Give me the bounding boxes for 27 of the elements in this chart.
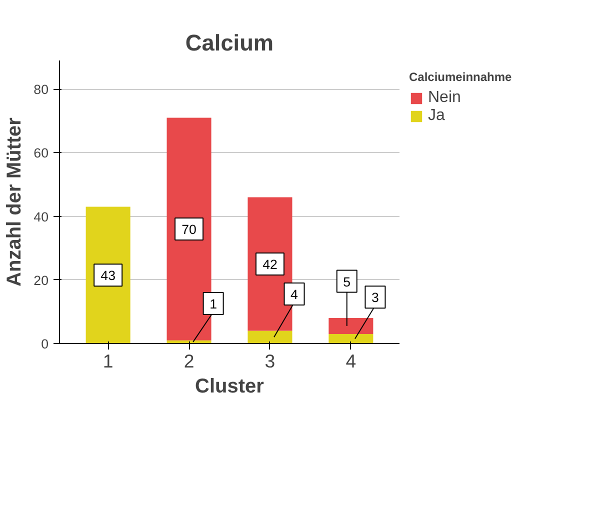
y-tick-label: 40: [34, 209, 49, 224]
data-label: 3: [372, 290, 379, 306]
x-tick-label: 1: [102, 350, 114, 372]
y-tick-label: 80: [34, 82, 49, 98]
chart-title: Calcium: [185, 30, 274, 56]
data-label: 5: [343, 274, 351, 290]
y-tick-label: 20: [34, 272, 49, 288]
bar: [86, 206, 130, 344]
x-tick-label: 2: [184, 350, 194, 372]
bar: [328, 318, 374, 334]
data-label: 4: [290, 286, 299, 302]
bar: [328, 334, 374, 344]
data-label: 43: [100, 268, 116, 284]
bar: [166, 118, 212, 340]
legend-title: Calciumeinnahme: [409, 70, 512, 84]
legend-label: Nein: [428, 89, 461, 107]
bar: [248, 330, 292, 344]
data-label: 70: [182, 222, 196, 238]
y-tick-label: 60: [34, 146, 49, 161]
data-label: 42: [262, 257, 278, 272]
x-axis-title: Cluster: [195, 376, 264, 398]
legend-label: Ja: [428, 107, 446, 125]
x-tick-label: 4: [346, 350, 356, 372]
y-tick-label: 0: [41, 336, 49, 352]
y-axis-title: Anzahl der Mütter: [4, 117, 26, 286]
data-label: 1: [210, 296, 218, 312]
x-tick-label: 3: [264, 350, 276, 372]
